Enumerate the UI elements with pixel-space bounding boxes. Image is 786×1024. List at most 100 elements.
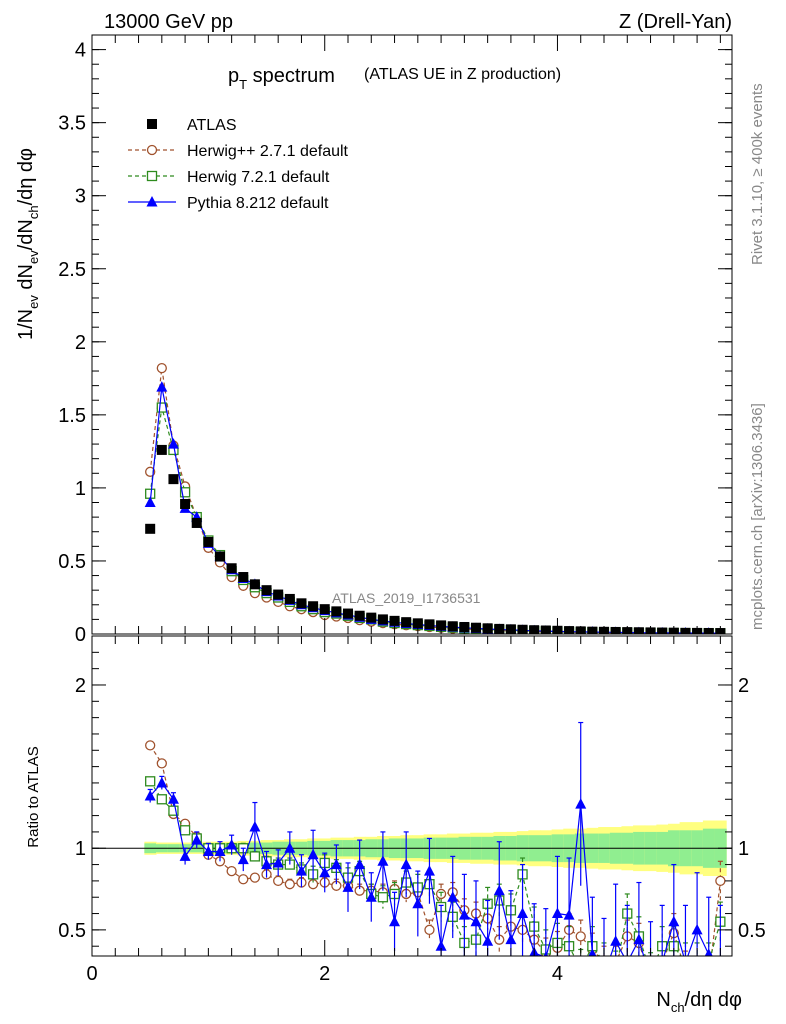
ratio-point-s2-25 xyxy=(435,940,447,951)
ratio-ytick-label-l-2: 2 xyxy=(75,675,86,697)
energy-label: 13000 GeV pp xyxy=(104,11,233,33)
mcplots-label: mcplots.cern.ch [arXiv:1306.3436] xyxy=(749,403,766,630)
ratio-point-s2-41 xyxy=(622,957,633,968)
xlabel-part-2: /dη dφ xyxy=(685,989,742,1011)
ratio-point-s2-1 xyxy=(156,776,168,788)
legend-marker-2 xyxy=(146,170,158,182)
ratio-point-s1-43 xyxy=(646,968,655,977)
main-point-s0-38 xyxy=(587,626,598,634)
main-point-s0-17 xyxy=(343,608,353,619)
ratio-point-s2-7 xyxy=(226,838,238,850)
ratio-point-s1-48 xyxy=(704,958,713,967)
ratio-ytick-label-l-1: 1 xyxy=(75,838,86,860)
ratio-ytick-label-r-2: 2 xyxy=(738,675,749,697)
ratio-point-s2-5 xyxy=(202,845,214,857)
ratio-point-s2-35 xyxy=(551,907,563,919)
ratio-point-s0-44 xyxy=(658,958,667,967)
ratio-point-s1-20 xyxy=(377,892,389,903)
main-point-s0-34 xyxy=(540,625,551,634)
ratio-point-s2-47 xyxy=(691,923,703,935)
main-ytick-label-8: 4 xyxy=(75,40,86,62)
ratio-point-s0-24 xyxy=(424,924,435,936)
ratio-point-s2-28 xyxy=(470,915,482,927)
plot-title-note: (ATLAS UE in Z production) xyxy=(364,66,561,83)
ratio-point-s0-46 xyxy=(681,966,690,975)
main-plot-marks xyxy=(144,362,726,634)
ratio-y-axis-label: Ratio to ATLAS xyxy=(25,746,42,847)
ratio-point-s2-3 xyxy=(179,850,191,861)
ratio-ytick-label-r-1: 1 xyxy=(738,838,749,860)
ratio-line-2 xyxy=(149,781,713,956)
main-point-s0-25 xyxy=(436,620,447,631)
main-point-s3-0 xyxy=(144,496,156,508)
ratio-point-s0-9 xyxy=(249,872,261,883)
legend-label-2: Herwig 7.2.1 default xyxy=(187,169,330,186)
ratio-point-s1-40 xyxy=(611,966,620,975)
ratio-ytick-label-l-0: 0.5 xyxy=(58,920,86,942)
main-point-s0-8 xyxy=(238,572,249,583)
main-point-s0-19 xyxy=(366,612,377,623)
ratio-point-s2-21 xyxy=(389,915,401,927)
legend-marker-0 xyxy=(147,119,157,129)
legend-label-0: ATLAS xyxy=(187,117,237,134)
axes: 00.511.522.533.540 2 40.5 0.51 12 2 xyxy=(58,35,766,985)
ratio-point-s2-17 xyxy=(342,881,354,892)
ratio-point-s2-2 xyxy=(167,793,179,804)
ratio-point-s2-0 xyxy=(144,790,156,801)
ylabel-part-6: /dη dφ xyxy=(15,148,37,205)
ratio-point-s0-43 xyxy=(646,974,655,983)
ylabel-part-4: /dN xyxy=(15,219,37,250)
ratio-point-s2-42 xyxy=(633,933,645,945)
ratio-point-s0-49 xyxy=(715,875,726,887)
main-point-s1-0 xyxy=(145,466,156,477)
ratio-point-s2-49 xyxy=(715,957,726,968)
main-point-s3-2 xyxy=(167,438,179,449)
main-point-s0-42 xyxy=(633,627,644,634)
ratio-point-s2-9 xyxy=(249,821,261,832)
ratio-point-s0-8 xyxy=(238,874,249,885)
main-y-axis-label: 1/Nev dNev/dNch/dη dφ xyxy=(15,148,41,340)
ratio-point-s2-31 xyxy=(505,933,517,945)
ratio-point-s2-10 xyxy=(261,858,273,870)
ratio-point-s2-26 xyxy=(447,891,459,902)
ratio-point-s2-39 xyxy=(599,970,610,981)
main-point-s0-23 xyxy=(412,618,423,629)
main-point-s0-12 xyxy=(284,593,295,604)
ratio-point-s0-37 xyxy=(575,931,586,942)
main-point-s0-20 xyxy=(377,614,388,625)
ratio-point-s0-12 xyxy=(284,879,295,890)
legend-label-1: Herwig++ 2.7.1 default xyxy=(187,143,349,160)
ratio-point-s2-14 xyxy=(307,848,319,860)
ratio-point-s2-8 xyxy=(237,853,249,865)
ratio-point-s1-37 xyxy=(576,965,585,974)
main-ytick-label-3: 1.5 xyxy=(58,405,86,427)
main-ytick-label-2: 1 xyxy=(75,478,86,500)
title-main: p xyxy=(228,65,239,87)
ratio-point-s2-24 xyxy=(423,865,435,876)
analysis-label: ATLAS_2019_I1736531 xyxy=(332,590,481,606)
rivet-label: Rivet 3.1.10, ≥ 400k events xyxy=(749,83,766,265)
main-point-s0-5 xyxy=(203,536,214,547)
ratio-point-s2-38 xyxy=(588,948,597,956)
ratio-point-s0-0 xyxy=(145,740,156,751)
ratio-point-s1-0 xyxy=(145,776,156,787)
ylabel-part-3: ev xyxy=(26,250,41,264)
main-ytick-label-1: 0.5 xyxy=(58,551,86,573)
ratio-point-s1-3 xyxy=(179,825,191,836)
main-ytick-label-5: 2.5 xyxy=(58,259,86,281)
ratio-point-s2-48 xyxy=(704,948,713,956)
ratio-point-s2-43 xyxy=(645,973,656,984)
process-label: Z (Drell-Yan) xyxy=(619,11,732,33)
x-tick-label-2: 4 xyxy=(552,963,563,985)
ratio-point-s2-11 xyxy=(272,856,284,868)
ylabel-part-2: dN xyxy=(15,264,37,295)
main-point-s0-13 xyxy=(296,598,307,609)
ratio-point-s0-1 xyxy=(156,758,167,769)
ratio-point-s2-37 xyxy=(575,798,587,809)
main-point-s0-2 xyxy=(168,474,179,485)
ratio-point-s0-40 xyxy=(611,958,620,967)
main-point-s0-18 xyxy=(354,610,365,621)
main-point-s0-7 xyxy=(226,563,237,574)
main-point-s0-9 xyxy=(249,579,260,590)
